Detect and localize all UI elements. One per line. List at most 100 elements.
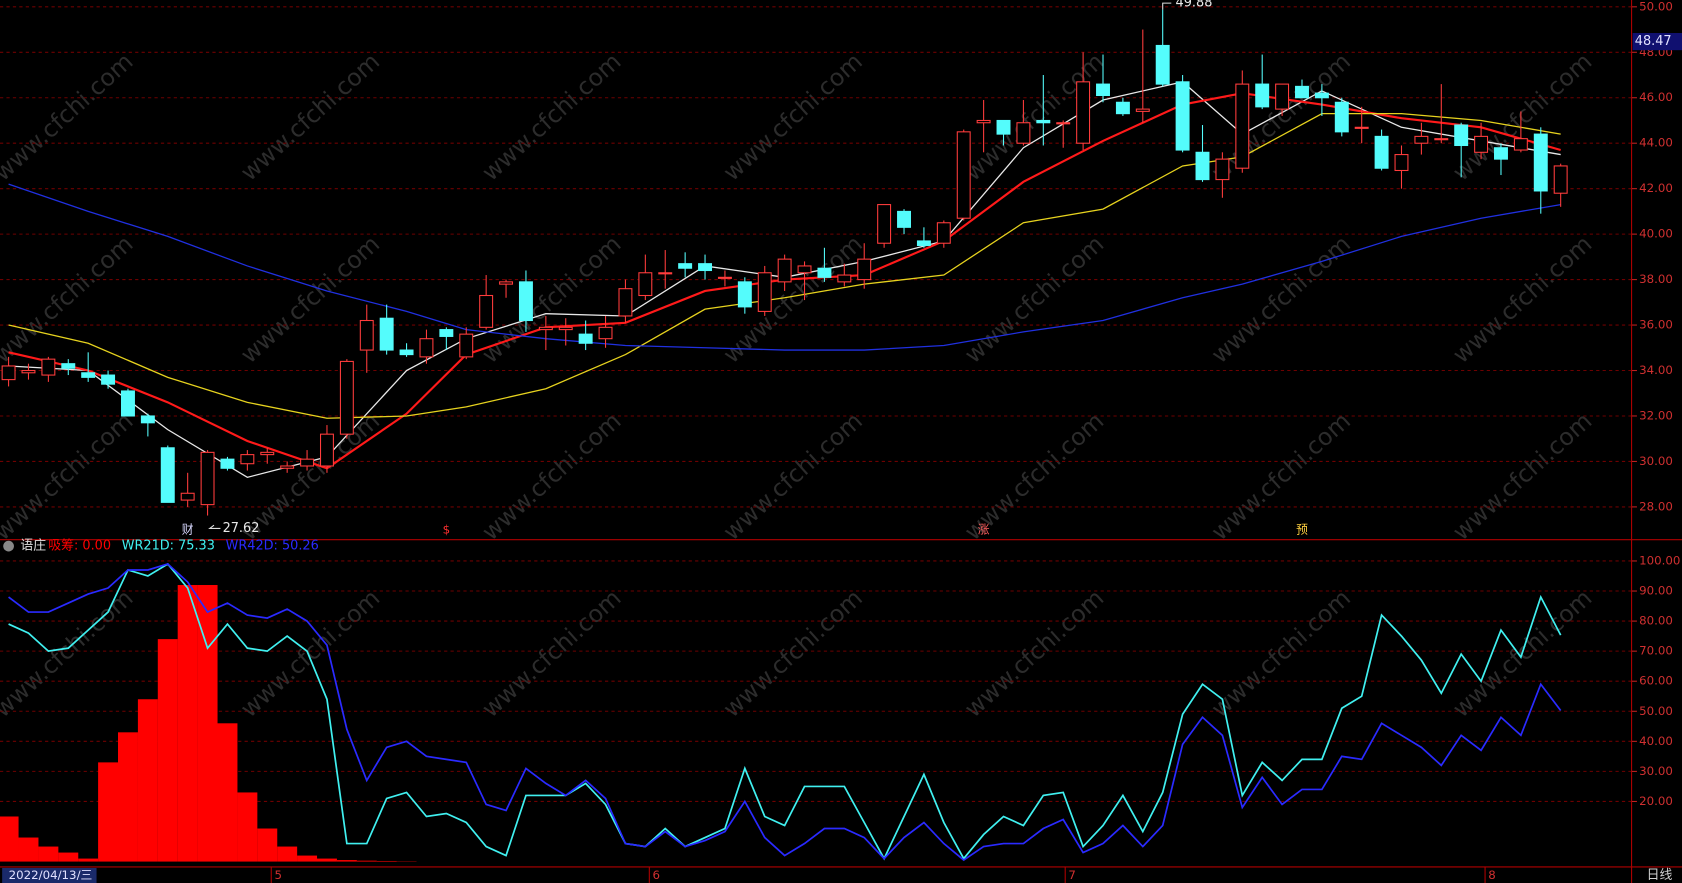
candle-body xyxy=(319,433,334,467)
bar xyxy=(0,816,19,862)
candle-body xyxy=(877,204,892,244)
candle-body xyxy=(638,272,653,297)
legend-entry: WR21D: 75.33 xyxy=(122,539,215,554)
candle-body xyxy=(41,358,56,376)
bar xyxy=(117,732,138,862)
candle-body xyxy=(1553,165,1568,194)
price-tag: 48.47 xyxy=(1635,34,1672,49)
bar xyxy=(237,792,258,862)
signal-marker: 涨 xyxy=(978,523,990,537)
candle-body xyxy=(658,272,673,275)
period-label[interactable]: 日线 xyxy=(1647,868,1673,883)
price-tag-box xyxy=(1632,33,1682,51)
signal-marker: $ xyxy=(443,523,451,537)
candle-body xyxy=(1474,135,1489,153)
indicator-title: 语庄 xyxy=(20,538,46,554)
candle-body xyxy=(1454,124,1469,147)
candle-body xyxy=(837,274,852,283)
candle-body xyxy=(777,258,792,283)
candle-body xyxy=(1414,135,1429,144)
y-tick-label: 40.00 xyxy=(1639,227,1673,241)
collapse-icon[interactable] xyxy=(3,540,14,552)
bar xyxy=(376,860,397,862)
candle-body xyxy=(1374,135,1389,169)
candle-body xyxy=(1295,85,1309,99)
bar xyxy=(316,858,337,862)
x-tick-label: 5 xyxy=(274,868,282,882)
candle-body xyxy=(459,333,474,358)
indicator-line xyxy=(8,563,1562,862)
y-tick-label: 28.00 xyxy=(1639,499,1673,513)
cursor-date: 2022/04/13/三 xyxy=(9,868,93,882)
candle-body xyxy=(81,372,96,378)
candle-body xyxy=(916,240,931,247)
candle-body xyxy=(757,272,772,312)
candle-body xyxy=(1513,138,1528,151)
candle-body xyxy=(1275,83,1290,110)
candle-body xyxy=(419,338,434,358)
bar xyxy=(58,852,79,862)
y-tick-label: 60.00 xyxy=(1639,674,1673,688)
y-tick-label: 100.00 xyxy=(1639,553,1680,567)
candle-body xyxy=(1394,154,1409,172)
bar xyxy=(297,855,318,862)
candle-body xyxy=(379,317,394,351)
candle-body xyxy=(160,447,175,503)
bar xyxy=(78,858,99,862)
candle-body xyxy=(399,349,414,356)
y-tick-label: 34.00 xyxy=(1639,363,1673,377)
candle-body xyxy=(439,329,454,337)
y-tick-label: 50.00 xyxy=(1639,0,1673,13)
y-tick-label: 38.00 xyxy=(1639,272,1673,286)
candle-body xyxy=(1434,138,1449,141)
bar xyxy=(18,837,39,862)
y-tick-label: 40.00 xyxy=(1639,734,1673,748)
candle-body xyxy=(1175,81,1190,151)
candle-body xyxy=(578,333,593,344)
candle-body xyxy=(1314,92,1329,99)
bar xyxy=(197,585,218,862)
candle-body xyxy=(1215,158,1230,181)
candle-body xyxy=(1,365,16,381)
candle-body xyxy=(1533,133,1548,192)
bar xyxy=(38,846,59,862)
bar xyxy=(157,639,178,862)
y-tick-label: 50.00 xyxy=(1639,704,1673,718)
candle-body xyxy=(1036,119,1051,124)
candle-body xyxy=(359,319,374,351)
candle-body xyxy=(737,281,752,308)
candle-body xyxy=(1235,83,1250,169)
candle-body xyxy=(1056,122,1071,125)
x-tick-label: 8 xyxy=(1488,868,1496,882)
legend-entry: 吸筹: 0.00 xyxy=(48,538,111,554)
candle-body xyxy=(300,458,315,467)
signal-marker: 财 xyxy=(182,523,194,537)
candle-body xyxy=(260,451,275,456)
y-tick-label: 42.00 xyxy=(1639,181,1673,195)
candle-body xyxy=(857,258,872,281)
candle-body xyxy=(518,281,533,322)
candle-body xyxy=(538,326,553,331)
bar xyxy=(217,723,238,862)
bar xyxy=(257,828,278,862)
moving-average-line xyxy=(8,113,1561,419)
y-tick-label: 90.00 xyxy=(1639,584,1673,598)
candle-body xyxy=(558,326,573,331)
candle-body xyxy=(1076,81,1091,144)
moving-average-line xyxy=(8,183,1561,351)
candle-body xyxy=(1334,101,1349,133)
candle-body xyxy=(936,222,951,244)
candle-body xyxy=(1494,147,1508,160)
candle-body xyxy=(1115,101,1130,115)
candle-body xyxy=(280,465,295,469)
y-tick-label: 36.00 xyxy=(1639,318,1673,332)
candle-body xyxy=(101,374,116,385)
candle-body xyxy=(121,390,135,417)
candle-body xyxy=(140,415,155,424)
candle-body xyxy=(956,131,971,219)
candle-body xyxy=(61,363,76,369)
legend-entry: WR42D: 50.26 xyxy=(226,539,319,554)
candle-body xyxy=(1155,44,1170,85)
candle-body xyxy=(200,451,215,506)
bar xyxy=(177,585,198,862)
